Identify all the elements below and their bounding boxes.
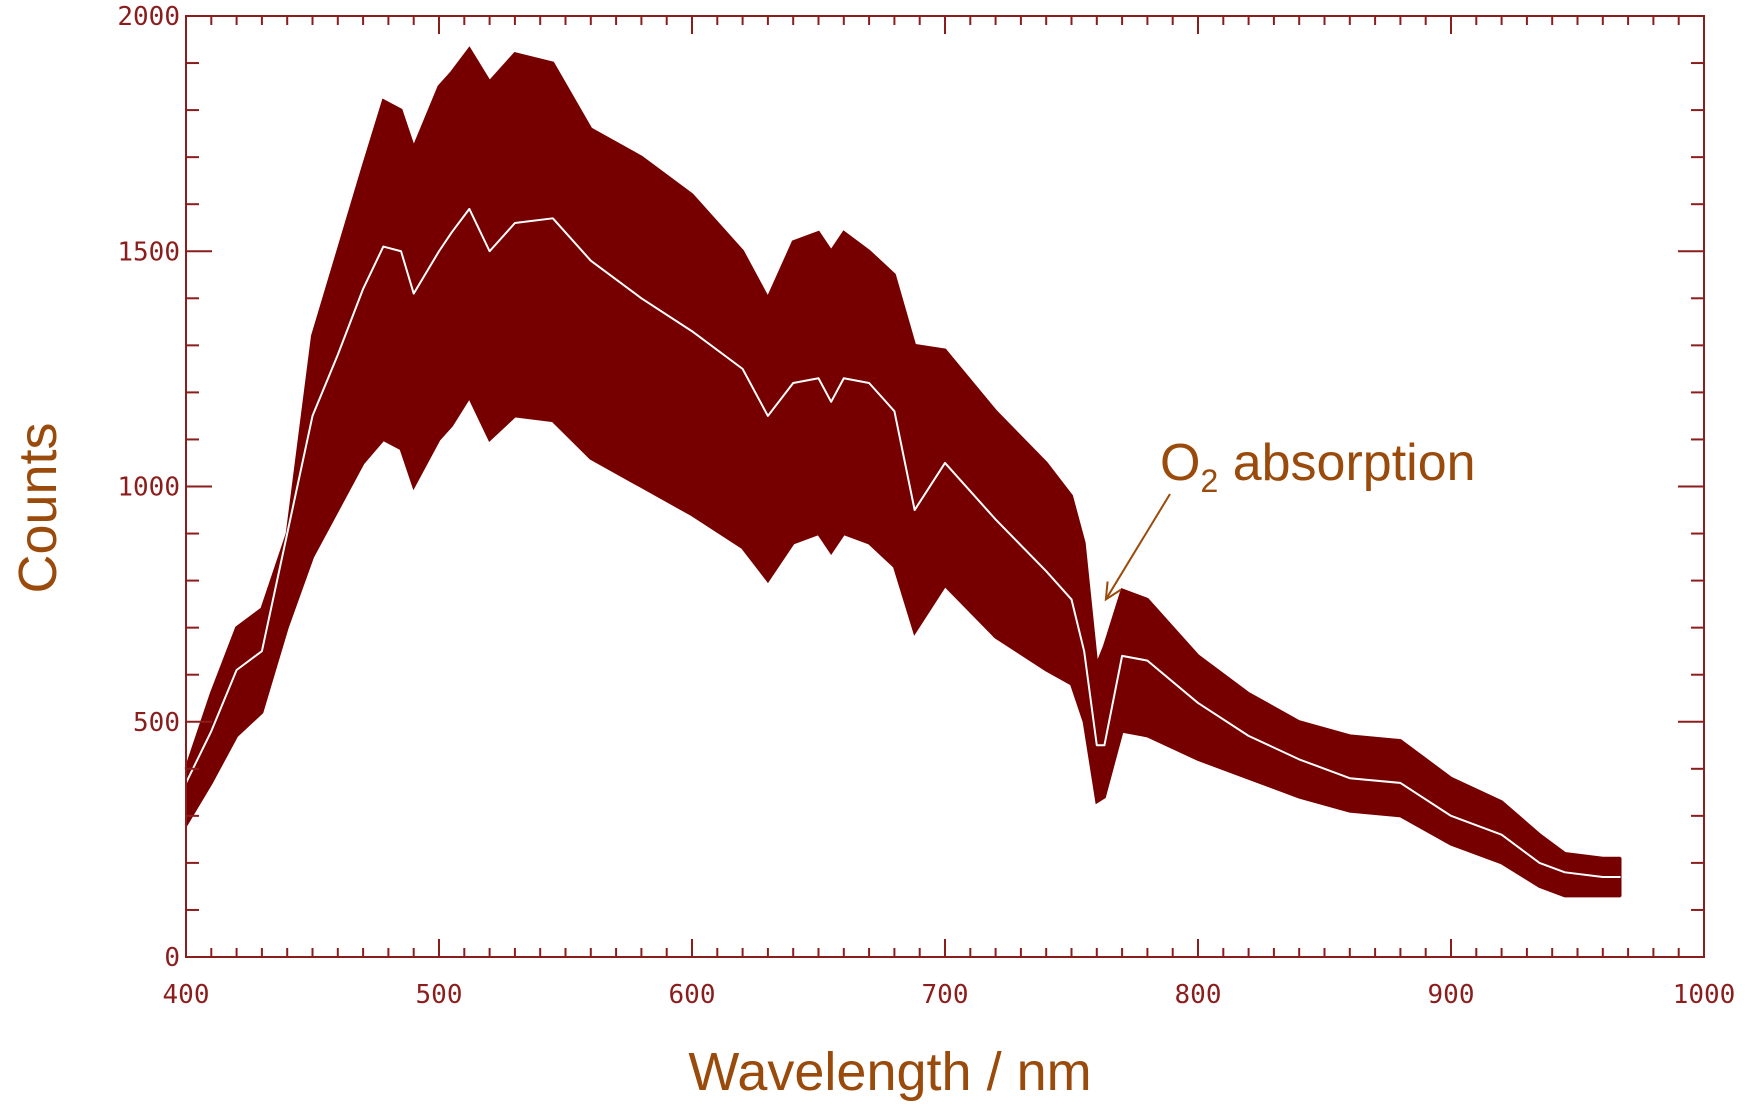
mean-spectrum-layer: [185, 207, 1621, 879]
spectra-band-layer: [184, 46, 1622, 898]
x-tick-label: 500: [416, 980, 463, 1010]
x-tick-label: 600: [669, 980, 716, 1010]
x-tick-label: 800: [1175, 980, 1222, 1010]
annotation-arrow-head: [1104, 581, 1122, 602]
y-tick-label: 1500: [117, 237, 180, 267]
y-tick-label: 1000: [117, 473, 180, 503]
upper-envelope-line: [184, 46, 1621, 860]
x-tick-label: 1000: [1673, 980, 1736, 1010]
x-tick-label: 400: [163, 980, 210, 1010]
y-tick-labels: 0 500 1000 1500 2000: [117, 2, 180, 973]
y-tick-label: 500: [133, 708, 180, 738]
annotation-o2-absorption: O2 absorption: [1160, 434, 1476, 499]
y-tick-label: 0: [164, 943, 180, 973]
x-axis-label: Wavelength / nm: [688, 1042, 1091, 1102]
x-tick-label: 900: [1428, 980, 1475, 1010]
x-tick-label: 700: [922, 980, 969, 1010]
x-tick-labels: 400 500 600 700 800 900 1000: [163, 980, 1736, 1010]
annotation-layer: O2 absorption: [1104, 434, 1476, 602]
annotation-arrow-line: [1105, 493, 1171, 600]
lower-envelope-line: [184, 393, 1621, 898]
ticks-layer: [185, 15, 1705, 958]
mean-spectrum-line: [185, 207, 1621, 879]
y-tick-label: 2000: [117, 2, 180, 32]
y-axis-label: Counts: [8, 422, 68, 593]
